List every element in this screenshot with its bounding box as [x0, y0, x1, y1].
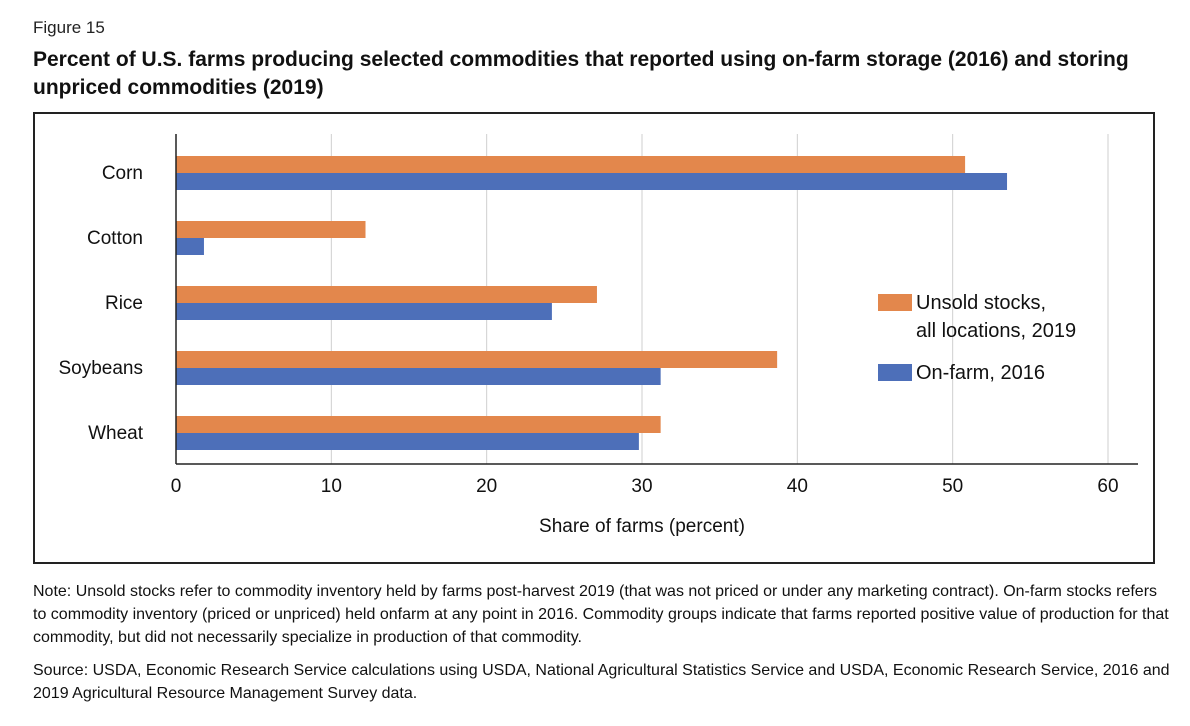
bar-wheat-onfarm-2016: [176, 433, 639, 450]
legend: Unsold stocks, all locations, 2019 On-farm…: [878, 292, 1076, 384]
bar-soybeans-unsold-2019: [176, 351, 778, 368]
chart-source: Source: USDA, Economic Research Service …: [33, 662, 1170, 702]
x-tick-label-60: 60: [1097, 476, 1118, 497]
chart-note: Note: Unsold stocks refer to commodity i…: [33, 583, 1169, 646]
chart-title: Percent of U.S. farms producing selected…: [33, 48, 1129, 99]
category-label-wheat: Wheat: [88, 423, 144, 444]
category-label-rice: Rice: [105, 293, 143, 314]
bar-corn-onfarm-2016: [176, 173, 1008, 190]
bar-corn-unsold-2019: [176, 156, 966, 173]
x-tick-label-0: 0: [171, 476, 182, 497]
bar-cotton-onfarm-2016: [176, 238, 204, 255]
bar-rice-unsold-2019: [176, 286, 597, 303]
x-tick-label-30: 30: [631, 476, 652, 497]
bar-wheat-unsold-2019: [176, 416, 661, 433]
category-label-cotton: Cotton: [87, 228, 143, 249]
x-tick-label-40: 40: [787, 476, 808, 497]
category-label-corn: Corn: [102, 163, 143, 184]
legend-label-unsold-2019-line-1: Unsold stocks,: [916, 292, 1046, 314]
chart-frame: Corn Cotton Rice Soybeans Wheat 0 10 20 30 40 50 60…: [33, 112, 1155, 564]
x-axis-title: Share of farms (percent): [539, 516, 745, 537]
x-tick-label-50: 50: [942, 476, 963, 497]
axes: Corn Cotton Rice Soybeans Wheat 0 10 20 30 40 50 60…: [58, 134, 1138, 537]
bar-chart: Corn Cotton Rice Soybeans Wheat 0 10 20 30 40 50 60…: [58, 134, 1138, 537]
legend-label-unsold-2019-line-2: all locations, 2019: [916, 320, 1076, 342]
x-tick-label-10: 10: [321, 476, 342, 497]
figure-label: Figure 15: [33, 18, 105, 37]
legend-swatch-onfarm-2016: [878, 364, 912, 381]
bars: [176, 156, 1008, 450]
category-label-soybeans: Soybeans: [58, 358, 143, 379]
bar-rice-onfarm-2016: [176, 303, 552, 320]
x-tick-label-20: 20: [476, 476, 497, 497]
bar-soybeans-onfarm-2016: [176, 368, 661, 385]
bar-cotton-unsold-2019: [176, 221, 366, 238]
legend-label-onfarm-2016-line-1: On-farm, 2016: [916, 362, 1045, 384]
legend-swatch-unsold-2019: [878, 294, 912, 311]
